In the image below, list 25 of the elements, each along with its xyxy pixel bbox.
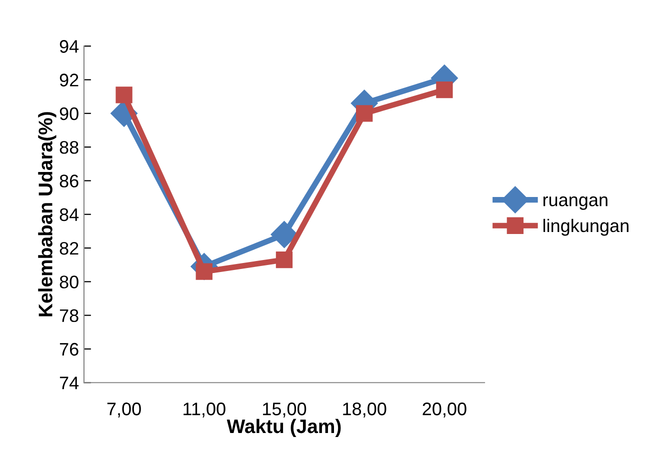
y-tick-label: 76	[60, 342, 78, 356]
y-tick-label: 78	[60, 309, 78, 322]
point	[276, 251, 293, 268]
y-tick-label: 80	[60, 276, 78, 288]
point	[356, 105, 373, 122]
y-tick-label: 86	[60, 174, 78, 188]
x-tick-label: 18,00	[343, 402, 386, 418]
x-axis-title: Waktu (Jam)	[226, 418, 341, 438]
x-tick-label: 20,00	[422, 402, 466, 418]
y-tick-label: 88	[60, 140, 78, 154]
x-tick-label: 11,00	[184, 402, 226, 418]
x-tick-label: 7,00	[107, 402, 141, 418]
y-axis-title: Kelembaban Udara(%)	[38, 112, 56, 316]
point	[270, 221, 298, 248]
y-tick-label: 92	[60, 74, 78, 86]
y-tick-label: 84	[60, 208, 79, 222]
legend-label: lingkungan	[543, 218, 628, 236]
y-tick-label: 74	[60, 376, 79, 390]
point	[116, 86, 132, 104]
y-tick-label: 82	[60, 242, 78, 255]
y-tick-label: 90	[60, 107, 78, 120]
legend-label: ruangan	[543, 196, 608, 210]
point	[436, 82, 453, 98]
x-tick-label: 15,00	[263, 402, 306, 418]
y-tick-label: 94	[60, 40, 79, 53]
